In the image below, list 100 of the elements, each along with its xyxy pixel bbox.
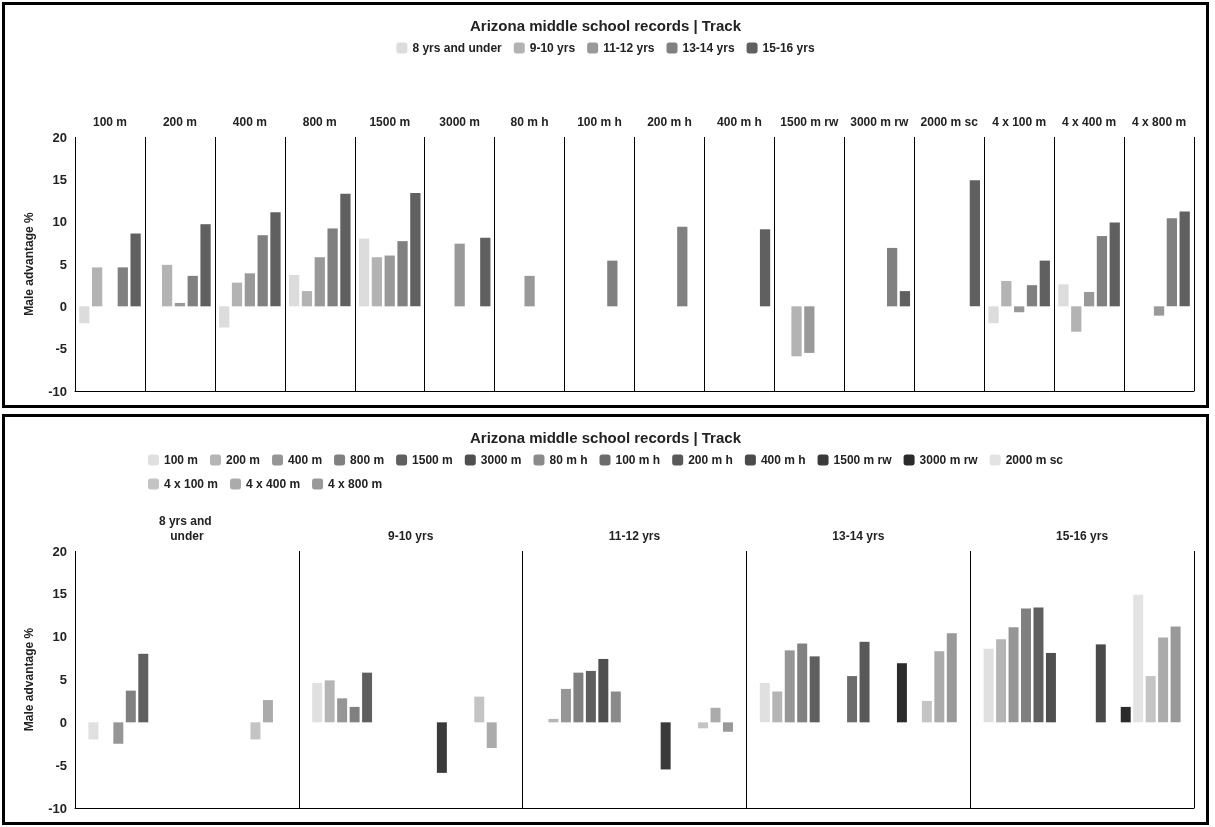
bar bbox=[340, 193, 351, 307]
bar bbox=[560, 688, 571, 723]
legend-label: 200 m h bbox=[688, 453, 733, 467]
bar bbox=[1120, 706, 1131, 723]
bar bbox=[92, 267, 103, 307]
bar bbox=[1045, 652, 1056, 723]
y-tick-label: 10 bbox=[52, 629, 67, 645]
bar bbox=[804, 306, 815, 353]
bar bbox=[896, 663, 907, 723]
bar bbox=[262, 700, 273, 723]
bar bbox=[1021, 608, 1031, 723]
bar bbox=[436, 722, 447, 773]
legend-label: 4 x 800 m bbox=[328, 477, 383, 491]
bar bbox=[934, 651, 945, 723]
bar bbox=[231, 282, 243, 307]
bar bbox=[88, 722, 99, 740]
bar bbox=[301, 291, 313, 307]
y-tick-label: 5 bbox=[59, 256, 67, 272]
bar bbox=[607, 260, 618, 307]
bar bbox=[710, 707, 721, 723]
bar bbox=[585, 670, 596, 723]
x-tick-label: 1500 m rw bbox=[780, 114, 840, 129]
bar bbox=[314, 257, 325, 307]
x-tick-label: 4 x 100 m bbox=[992, 114, 1047, 129]
bar bbox=[610, 691, 621, 723]
x-tick-label: 13-14 yrs bbox=[832, 528, 885, 543]
legend-label: 11-12 yrs bbox=[603, 41, 655, 55]
legend-label: 3000 m rw bbox=[919, 453, 979, 467]
legend-label: 1500 m bbox=[412, 453, 453, 467]
legend-label: 15-16 yrs bbox=[762, 41, 815, 55]
bar bbox=[250, 722, 261, 740]
bar bbox=[847, 676, 858, 723]
legend-label: 1500 m rw bbox=[833, 453, 893, 467]
bar bbox=[1033, 607, 1044, 723]
legend-label: 100 m h bbox=[615, 453, 661, 467]
x-tick-label: 4 x 800 m bbox=[1132, 114, 1187, 129]
bar bbox=[1179, 211, 1190, 307]
bar bbox=[486, 722, 497, 749]
bar bbox=[996, 639, 1007, 723]
bar bbox=[1166, 218, 1177, 307]
legend-label: 400 m h bbox=[760, 453, 806, 467]
bar bbox=[187, 275, 198, 307]
bar bbox=[1095, 644, 1106, 723]
bar bbox=[1008, 627, 1019, 723]
legend-label: 200 m bbox=[226, 453, 261, 467]
x-tick-label: 4 x 400 m bbox=[1062, 114, 1117, 129]
x-tick-label: 1500 m bbox=[369, 114, 411, 129]
bar bbox=[1158, 637, 1169, 723]
bar bbox=[324, 680, 335, 723]
bar bbox=[988, 306, 999, 324]
legend-label: 3000 m bbox=[480, 453, 522, 467]
legend-label: 4 x 400 m bbox=[246, 477, 301, 491]
bar bbox=[1058, 284, 1069, 307]
legend-label: 8 yrs and under bbox=[412, 41, 503, 55]
x-tick-label: 200 m h bbox=[647, 114, 692, 129]
y-tick-label: 15 bbox=[52, 171, 67, 187]
bar bbox=[759, 229, 771, 307]
bar bbox=[358, 238, 370, 307]
bar bbox=[1170, 626, 1181, 723]
bar bbox=[384, 255, 395, 307]
bar bbox=[1109, 222, 1120, 307]
bar bbox=[117, 267, 128, 307]
bar bbox=[1039, 260, 1050, 307]
bar bbox=[759, 682, 770, 723]
legend-label: 2000 m sc bbox=[1005, 453, 1064, 467]
bar bbox=[289, 275, 300, 307]
y-axis-title: Male advantage % bbox=[22, 211, 36, 316]
bar bbox=[219, 306, 230, 328]
bar bbox=[677, 226, 688, 307]
bar bbox=[1096, 236, 1108, 307]
x-tick-label: 80 m h bbox=[510, 114, 549, 129]
y-tick-label: -5 bbox=[55, 757, 67, 773]
bar bbox=[660, 722, 671, 770]
bar bbox=[1083, 291, 1095, 307]
legend-label: 100 m bbox=[163, 453, 199, 467]
bar bbox=[983, 648, 994, 723]
chart-title: Arizona middle school records | Track bbox=[470, 17, 742, 34]
bar bbox=[200, 224, 211, 307]
bar bbox=[244, 273, 255, 307]
bar bbox=[772, 691, 783, 723]
bar bbox=[1133, 594, 1144, 723]
x-tick-label: 3000 m bbox=[439, 114, 481, 129]
bar bbox=[337, 698, 348, 723]
legend-label: 4 x 100 m bbox=[163, 477, 219, 491]
x-tick-label: 400 m bbox=[232, 114, 267, 129]
legend-label: 13-14 yrs bbox=[682, 41, 735, 55]
x-tick-label: 200 m bbox=[162, 114, 197, 129]
x-tick-label: 3000 m rw bbox=[850, 114, 909, 129]
bar bbox=[573, 672, 584, 723]
bar bbox=[79, 306, 90, 324]
x-tick-label: 400 m h bbox=[717, 114, 762, 129]
x-tick-label: 15-16 yrs bbox=[1056, 528, 1109, 543]
bar bbox=[138, 653, 149, 723]
y-tick-label: -10 bbox=[48, 800, 67, 816]
bar bbox=[410, 192, 421, 307]
bar bbox=[480, 237, 491, 307]
y-tick-label: -10 bbox=[48, 383, 67, 399]
bar bbox=[113, 722, 124, 744]
bar bbox=[723, 722, 733, 732]
bar bbox=[474, 696, 485, 723]
